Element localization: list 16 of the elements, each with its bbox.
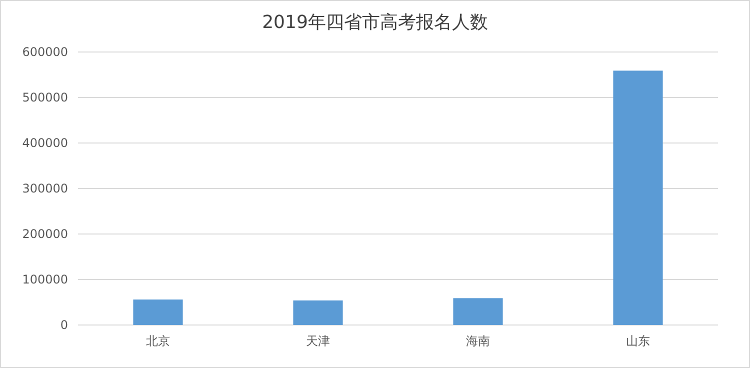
bar [133, 300, 183, 325]
x-tick-label: 北京 [146, 334, 170, 348]
y-tick-label: 0 [60, 318, 68, 332]
y-tick-label: 400000 [22, 136, 68, 150]
x-tick-label: 天津 [306, 334, 330, 348]
y-tick-label: 600000 [22, 45, 68, 59]
x-tick-label: 海南 [466, 334, 490, 348]
bar [453, 298, 503, 325]
bar [293, 300, 343, 325]
y-tick-label: 100000 [22, 272, 68, 286]
y-tick-label: 500000 [22, 90, 68, 104]
y-tick-label: 300000 [22, 182, 68, 196]
y-tick-label: 200000 [22, 227, 68, 241]
bar [613, 70, 663, 325]
x-tick-label: 山东 [626, 334, 650, 348]
chart-title: 2019年四省市高考报名人数 [262, 12, 488, 33]
